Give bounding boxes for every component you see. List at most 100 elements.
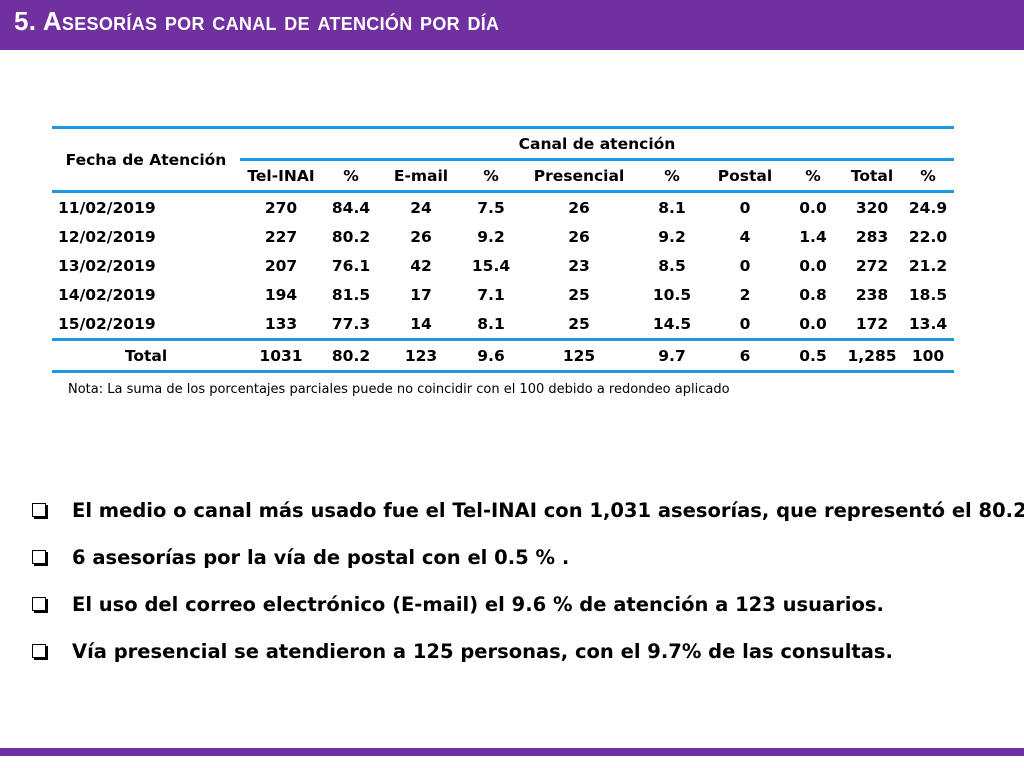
table-cell: 14: [410, 314, 432, 333]
table-cell: 26: [568, 227, 590, 246]
table-cell: 13.4: [908, 314, 948, 333]
table-cell: 172: [855, 314, 889, 333]
table-note: Nota: La suma de los porcentajes parcial…: [68, 382, 730, 397]
column-header: %: [462, 158, 520, 193]
table-cell: 283: [855, 227, 889, 246]
column-header: %: [638, 158, 706, 193]
table-cell: 25: [568, 314, 590, 333]
table-cell: 17: [410, 285, 432, 304]
table-cell: 25: [568, 285, 590, 304]
list-item: El medio o canal más usado fue el Tel-IN…: [28, 494, 1024, 526]
date-cell: 14/02/2019: [58, 285, 156, 304]
column-header: Tel-INAI: [240, 158, 322, 193]
channel-table: Fecha de Atención Canal de atención Tel-…: [52, 126, 954, 373]
table-cell: 8.5: [658, 256, 686, 275]
table-row: 15/02/2019 133 77.3 14 8.1 25 14.5 0 0.0 172 13.4: [52, 309, 954, 340]
table-cell: 9.2: [658, 227, 686, 246]
header-bar: 5. Asesorías por canal de atención por d…: [0, 0, 1024, 50]
table-cell: 8.1: [658, 198, 686, 217]
table-cell: 0: [739, 314, 751, 333]
table-cell: 26: [568, 198, 590, 217]
table-cell: 15.4: [471, 256, 511, 275]
table-row: 13/02/2019 207 76.1 42 15.4 23 8.5 0 0.0 272 21.2: [52, 251, 954, 280]
table-cell: 84.4: [331, 198, 371, 217]
total-label: Total: [52, 338, 240, 373]
table-cell: 194: [264, 285, 298, 304]
table-cell: 0.0: [799, 256, 827, 275]
summary-list: El medio o canal más usado fue el Tel-IN…: [28, 494, 1024, 682]
table-cell: 42: [410, 256, 432, 275]
table-cell: 0.0: [799, 314, 827, 333]
total-cell: 6: [706, 338, 784, 373]
total-cell: 9.7: [638, 338, 706, 373]
bullet-text: El medio o canal más usado fue el Tel-IN…: [72, 498, 1024, 522]
table-cell: 23: [568, 256, 590, 275]
column-header: %: [322, 158, 380, 193]
column-header: Total: [842, 158, 902, 193]
total-cell: 80.2: [322, 338, 380, 373]
total-cell: 123: [380, 338, 462, 373]
table-body: 11/02/2019 270 84.4 24 7.5 26 8.1 0 0.0 320 24.9 12…: [52, 192, 954, 340]
table-row: 14/02/2019 194 81.5 17 7.1 25 10.5 2 0.8 238 18.5: [52, 280, 954, 309]
checkbox-square-icon: [32, 503, 46, 517]
list-item: Vía presencial se atendieron a 125 perso…: [28, 635, 1024, 667]
date-column-header: Fecha de Atención: [52, 126, 240, 193]
table-cell: 320: [855, 198, 889, 217]
table-cell: 133: [264, 314, 298, 333]
table-cell: 80.2: [331, 227, 371, 246]
date-cell: 11/02/2019: [58, 198, 156, 217]
table-cell: 81.5: [331, 285, 371, 304]
table-cell: 0.8: [799, 285, 827, 304]
table-cell: 4: [739, 227, 751, 246]
page-title: 5. Asesorías por canal de atención por d…: [14, 6, 500, 36]
total-cell: 1,285: [842, 338, 902, 373]
table-cell: 8.1: [477, 314, 505, 333]
date-cell: 15/02/2019: [58, 314, 156, 333]
checkbox-square-icon: [32, 644, 46, 658]
list-item: 6 asesorías por la vía de postal con el …: [28, 541, 1024, 573]
total-cell: 9.6: [462, 338, 520, 373]
date-cell: 12/02/2019: [58, 227, 156, 246]
table-cell: 0: [739, 198, 751, 217]
table-cell: 10.5: [652, 285, 692, 304]
total-cell: 1031: [240, 338, 322, 373]
column-header: E-mail: [380, 158, 462, 193]
table-cell: 238: [855, 285, 889, 304]
footer-bar: [0, 748, 1024, 756]
table-cell: 1.4: [799, 227, 827, 246]
column-header: %: [784, 158, 842, 193]
list-item: El uso del correo electrónico (E-mail) e…: [28, 588, 1024, 620]
total-cell: 100: [902, 338, 954, 373]
table-cell: 21.2: [908, 256, 948, 275]
table-row: 12/02/2019 227 80.2 26 9.2 26 9.2 4 1.4 283 22.0: [52, 222, 954, 251]
table-cell: 22.0: [908, 227, 948, 246]
table-cell: 26: [410, 227, 432, 246]
column-header: Postal: [706, 158, 784, 193]
column-header: Presencial: [520, 158, 638, 193]
table-cell: 76.1: [331, 256, 371, 275]
table-cell: 18.5: [908, 285, 948, 304]
table-cell: 77.3: [331, 314, 371, 333]
total-row: Total 1031 80.2 123 9.6 125 9.7 6 0.5 1,…: [52, 338, 954, 373]
total-cell: 0.5: [784, 338, 842, 373]
total-cell: 125: [520, 338, 638, 373]
table-cell: 24: [410, 198, 432, 217]
bullet-text: Vía presencial se atendieron a 125 perso…: [72, 639, 893, 663]
table-cell: 14.5: [652, 314, 692, 333]
bullet-text: El uso del correo electrónico (E-mail) e…: [72, 592, 884, 616]
table-cell: 0: [739, 256, 751, 275]
checkbox-square-icon: [32, 550, 46, 564]
channel-group-header: Canal de atención: [240, 126, 954, 160]
column-header: %: [902, 158, 954, 193]
table-cell: 9.2: [477, 227, 505, 246]
table-cell: 7.5: [477, 198, 505, 217]
table-cell: 0.0: [799, 198, 827, 217]
bullet-text: 6 asesorías por la vía de postal con el …: [72, 545, 570, 569]
checkbox-square-icon: [32, 597, 46, 611]
table-row: 11/02/2019 270 84.4 24 7.5 26 8.1 0 0.0 320 24.9: [52, 192, 954, 223]
table-cell: 2: [739, 285, 751, 304]
table-cell: 7.1: [477, 285, 505, 304]
table-cell: 207: [264, 256, 298, 275]
table-cell: 272: [855, 256, 889, 275]
table-cell: 24.9: [908, 198, 948, 217]
